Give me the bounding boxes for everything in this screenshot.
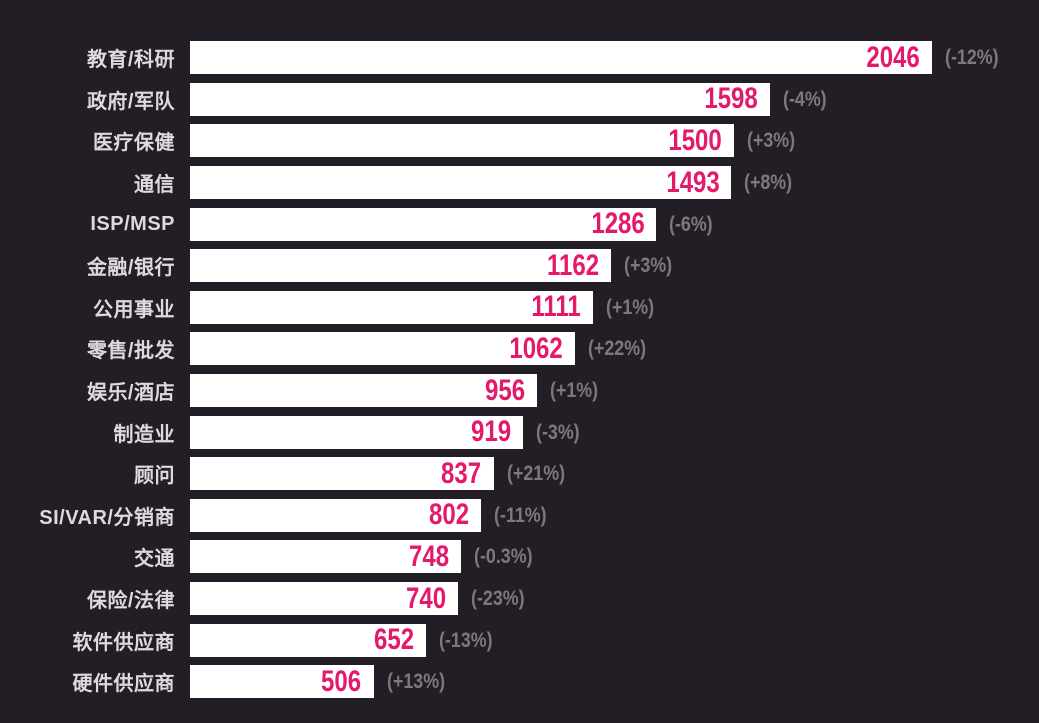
bar: 1500: [190, 123, 734, 158]
bar: 1598: [190, 82, 770, 116]
bar: 837: [190, 456, 494, 491]
bar-value: 1286: [590, 207, 645, 241]
category-label: 制造业: [113, 423, 175, 446]
bar-value: 837: [441, 456, 482, 490]
bar-track: 1598 (-4%): [190, 82, 1039, 116]
bar-row: 保险/法律 740 (-23%): [0, 578, 1039, 620]
bar: 1286: [190, 207, 657, 241]
bar: 748: [190, 539, 462, 574]
bar: 652: [190, 623, 427, 657]
bar: 1162: [190, 248, 612, 283]
category-label: 教育/科研: [86, 49, 175, 72]
category-label: 交通: [134, 548, 175, 571]
category-label: 政府/军队: [86, 90, 175, 113]
bar-value: 506: [321, 664, 362, 698]
bar: 1111: [190, 290, 593, 324]
category-label: 通信: [134, 174, 175, 197]
bar-value: 2046: [866, 40, 920, 74]
category-label: 金融/银行: [86, 257, 175, 280]
bar: 740: [190, 581, 459, 616]
bar-row: 通信 1493 (+8%): [0, 162, 1039, 204]
change-label: (-23%): [471, 587, 525, 611]
bar-row: 教育/科研 2046 (-12%): [0, 37, 1039, 79]
change-label: (-0.3%): [474, 545, 533, 569]
bar-track: 1111 (+1%): [190, 290, 1039, 324]
category-label: SI/VAR/分销商: [39, 506, 175, 529]
bar-value: 1598: [704, 82, 758, 116]
category-label: 顾问: [134, 465, 175, 488]
bar: 506: [190, 664, 374, 699]
category-label: 硬件供应商: [72, 673, 175, 696]
change-label: (-6%): [669, 212, 714, 236]
category-label: 公用事业: [93, 298, 175, 321]
bar-track: 1493 (+8%): [190, 165, 1039, 200]
bar-row: SI/VAR/分销商 802 (-11%): [0, 495, 1039, 537]
bar-value: 1162: [547, 248, 600, 282]
bar-track: 740 (-23%): [190, 581, 1039, 616]
bar-track: 1062 (+22%): [190, 331, 1039, 366]
bar: 802: [190, 498, 481, 532]
change-label: (+21%): [506, 462, 565, 486]
change-label: (+3%): [746, 129, 796, 153]
bar-row: ISP/MSP 1286 (-6%): [0, 203, 1039, 245]
bar-track: 1162 (+3%): [190, 248, 1039, 283]
bar-track: 2046 (-12%): [190, 40, 1039, 75]
bar: 1493: [190, 165, 732, 200]
bar-value: 652: [374, 623, 415, 657]
bar-row: 交通 748 (-0.3%): [0, 536, 1039, 578]
bar-row: 医疗保健 1500 (+3%): [0, 120, 1039, 162]
category-label: 零售/批发: [86, 340, 175, 363]
bar: 1062: [190, 331, 576, 366]
bar-row: 软件供应商 652 (-13%): [0, 619, 1039, 661]
bar-value: 802: [428, 498, 469, 532]
bar-track: 956 (+1%): [190, 373, 1039, 408]
change-label: (-13%): [439, 628, 494, 652]
change-label: (-12%): [945, 46, 999, 70]
bar-chart: 教育/科研 2046 (-12%) 政府/军队 1598 (-4%) 医疗保健: [0, 37, 1039, 703]
change-label: (+1%): [605, 295, 655, 319]
category-label: 医疗保健: [93, 132, 175, 155]
bar-value: 1111: [531, 290, 581, 324]
change-label: (+3%): [624, 254, 673, 278]
bar: 2046: [190, 40, 932, 75]
change-label: (-3%): [536, 420, 580, 444]
bar-track: 1286 (-6%): [190, 207, 1039, 241]
bar-track: 748 (-0.3%): [190, 539, 1039, 574]
bar-row: 制造业 919 (-3%): [0, 411, 1039, 453]
bar-track: 837 (+21%): [190, 456, 1039, 491]
bar-track: 1500 (+3%): [190, 123, 1039, 158]
bar-row: 政府/军队 1598 (-4%): [0, 79, 1039, 121]
bar-track: 802 (-11%): [190, 498, 1039, 532]
category-label: 保险/法律: [86, 590, 175, 613]
category-label: 软件供应商: [72, 631, 175, 654]
bar: 919: [190, 415, 524, 449]
change-label: (-4%): [782, 87, 827, 111]
change-label: (+13%): [386, 670, 445, 694]
bar: 956: [190, 373, 537, 408]
bar-value: 1062: [509, 331, 564, 365]
bar-value: 1500: [668, 123, 722, 157]
bar-row: 公用事业 1111 (+1%): [0, 287, 1039, 329]
bar-row: 顾问 837 (+21%): [0, 453, 1039, 495]
category-label: ISP/MSP: [90, 212, 175, 235]
change-label: (+8%): [744, 171, 793, 195]
bar-value: 1493: [666, 165, 720, 199]
bar-row: 硬件供应商 506 (+13%): [0, 661, 1039, 703]
change-label: (-11%): [493, 503, 547, 527]
change-label: (+22%): [588, 337, 647, 361]
category-label: 娱乐/酒店: [86, 382, 175, 405]
bar-row: 金融/银行 1162 (+3%): [0, 245, 1039, 287]
bar-value: 748: [409, 539, 450, 573]
change-label: (+1%): [549, 379, 598, 403]
bar-track: 652 (-13%): [190, 623, 1039, 657]
bar-track: 919 (-3%): [190, 415, 1039, 449]
bar-row: 零售/批发 1062 (+22%): [0, 328, 1039, 370]
bar-value: 956: [484, 373, 525, 407]
bar-value: 919: [471, 415, 512, 449]
bar-value: 740: [406, 581, 447, 615]
bar-track: 506 (+13%): [190, 664, 1039, 699]
bar-row: 娱乐/酒店 956 (+1%): [0, 370, 1039, 412]
